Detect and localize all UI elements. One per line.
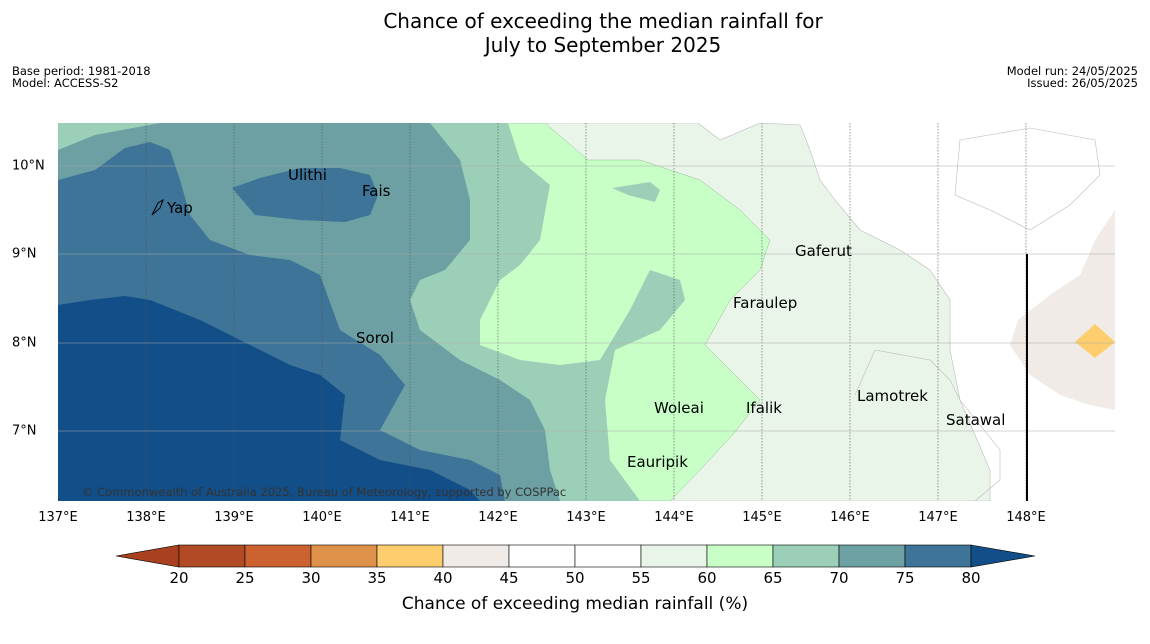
- colorbar-cell: [574, 544, 642, 568]
- colorbar-tick-label: 75: [895, 569, 915, 587]
- colorbar-cell: [442, 544, 510, 568]
- colorbar-cell: [178, 544, 246, 568]
- colorbar-cell: [838, 544, 906, 568]
- place-satawal: Satawal: [946, 411, 1006, 429]
- colorbar-tick-label: 45: [499, 569, 519, 587]
- colorbar-tick-label: 30: [301, 569, 321, 587]
- colorbar-tick-label: 65: [763, 569, 783, 587]
- meta-right: Model run: 24/05/2025 Issued: 26/05/2025: [1007, 65, 1138, 89]
- place-fais: Fais: [362, 182, 391, 200]
- colorbar-cell: [244, 544, 312, 568]
- colorbar-tick-label: 60: [697, 569, 717, 587]
- place-faraulep: Faraulep: [733, 294, 798, 312]
- y-tick-9n: 9°N: [12, 246, 37, 262]
- x-tick: 142°E: [478, 510, 518, 525]
- colorbar-cell: [376, 544, 444, 568]
- band-35-40: [1075, 324, 1115, 358]
- colorbar-arrow-high: [970, 544, 1036, 568]
- band-75-80-north: [232, 168, 378, 222]
- x-tick: 146°E: [830, 510, 870, 525]
- colorbar-cell: [904, 544, 972, 568]
- y-tick-8n: 8°N: [12, 335, 37, 351]
- x-tick: 140°E: [302, 510, 342, 525]
- colorbar-cell: [772, 544, 840, 568]
- title-line-1: Chance of exceeding the median rainfall …: [383, 9, 823, 33]
- grid-horizontal: [58, 165, 1115, 432]
- y-tick-7n: 7°N: [12, 423, 37, 439]
- colorbar-tick-label: 25: [235, 569, 255, 587]
- colorbar-tick-label: 55: [631, 569, 651, 587]
- x-tick: 143°E: [566, 510, 606, 525]
- base-period: Base period: 1981-2018: [12, 64, 151, 78]
- band-above-80: [58, 296, 480, 501]
- colorbar-cell: [310, 544, 378, 568]
- x-tick: 139°E: [214, 510, 254, 525]
- place-ulithi: Ulithi: [288, 166, 327, 184]
- contour-line: [874, 349, 1001, 501]
- colorbar-cell: [640, 544, 708, 568]
- contour-line: [854, 349, 876, 396]
- issued-date: Issued: 26/05/2025: [1027, 76, 1138, 90]
- place-ifalik: Ifalik: [746, 399, 782, 417]
- x-tick: 147°E: [918, 510, 958, 525]
- colorbar-cells: [178, 544, 972, 568]
- place-yap: Yap: [167, 199, 193, 217]
- colorbar-cell: [706, 544, 774, 568]
- colorbar-tick-label: 35: [367, 569, 387, 587]
- title-line-2: July to September 2025: [484, 33, 722, 57]
- model-name: Model: ACCESS-S2: [12, 76, 119, 90]
- colorbar: [115, 544, 1036, 568]
- meta-left: Base period: 1981-2018 Model: ACCESS-S2: [12, 65, 151, 89]
- place-woleai: Woleai: [654, 399, 704, 417]
- colorbar-arrow-low: [115, 544, 180, 568]
- colorbar-tick-label: 50: [565, 569, 585, 587]
- place-lamotrek: Lamotrek: [857, 387, 928, 405]
- band-40-45: [1010, 210, 1115, 410]
- x-tick: 148°E: [1006, 510, 1046, 525]
- band-65-70-patch: [612, 182, 660, 202]
- yap-island-shape: [151, 198, 164, 216]
- model-run: Model run: 24/05/2025: [1006, 64, 1138, 78]
- x-tick: 141°E: [390, 510, 430, 525]
- y-tick-10n: 10°N: [12, 158, 45, 174]
- x-tick: 144°E: [654, 510, 694, 525]
- x-tick: 137°E: [38, 510, 78, 525]
- place-eauripik: Eauripik: [627, 453, 688, 471]
- colorbar-label: Chance of exceeding median rainfall (%): [401, 594, 749, 614]
- copyright-notice: © Commonwealth of Australia 2025, Bureau…: [82, 485, 567, 499]
- colorbar-tick-label: 80: [961, 569, 981, 587]
- place-sorol: Sorol: [356, 329, 394, 347]
- x-tick: 138°E: [126, 510, 166, 525]
- contour-line: [954, 127, 1101, 231]
- probability-contours: [58, 123, 1115, 501]
- colorbar-cell: [508, 544, 576, 568]
- place-gaferut: Gaferut: [795, 242, 852, 260]
- colorbar-tick-label: 40: [433, 569, 453, 587]
- map-title: Chance of exceeding the median rainfall …: [0, 9, 1150, 57]
- colorbar-tick-label: 70: [829, 569, 849, 587]
- colorbar-tick-label: 20: [169, 569, 189, 587]
- x-tick: 145°E: [742, 510, 782, 525]
